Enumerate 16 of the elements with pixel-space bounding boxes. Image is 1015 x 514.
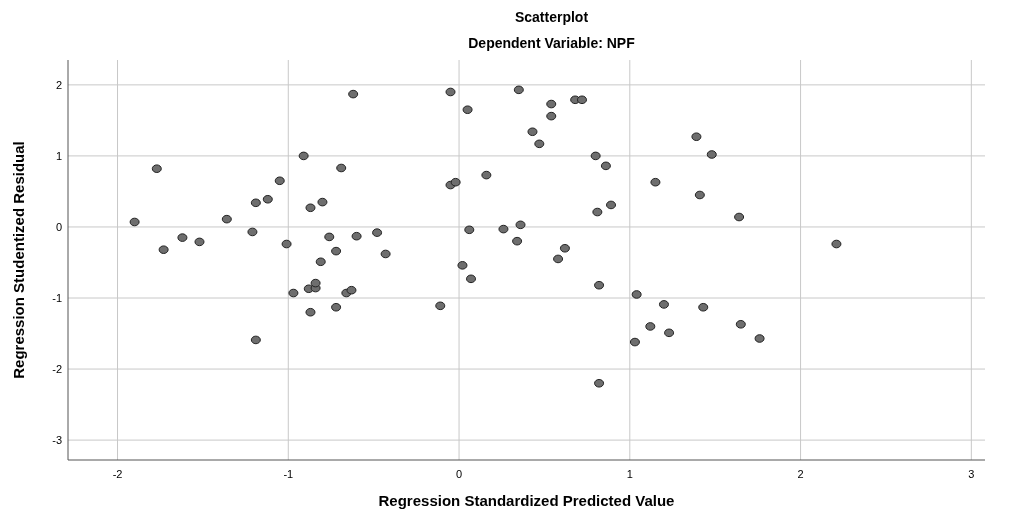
y-tick-label: -3 (52, 434, 62, 447)
y-tick-label: -2 (52, 363, 62, 376)
x-axis-title: Regression Standardized Predicted Value (378, 492, 675, 509)
x-tick-label: 0 (455, 468, 463, 480)
y-tick-label: 1 (55, 149, 62, 162)
y-tick-label: -1 (52, 292, 62, 305)
y-tick-label: 2 (55, 78, 62, 91)
x-tick-label: 2 (797, 468, 804, 480)
x-tick-label: 3 (968, 468, 975, 480)
y-tick-label: 0 (55, 220, 62, 233)
chart-title: Scatterplot (514, 9, 589, 25)
chart-subtitle: Dependent Variable: NPF (468, 35, 636, 51)
x-tick-label: -1 (283, 468, 294, 480)
y-axis-title: Regression Studentized Residual (10, 141, 27, 379)
x-tick-label: -2 (112, 468, 123, 480)
x-tick-label: 1 (626, 468, 633, 480)
